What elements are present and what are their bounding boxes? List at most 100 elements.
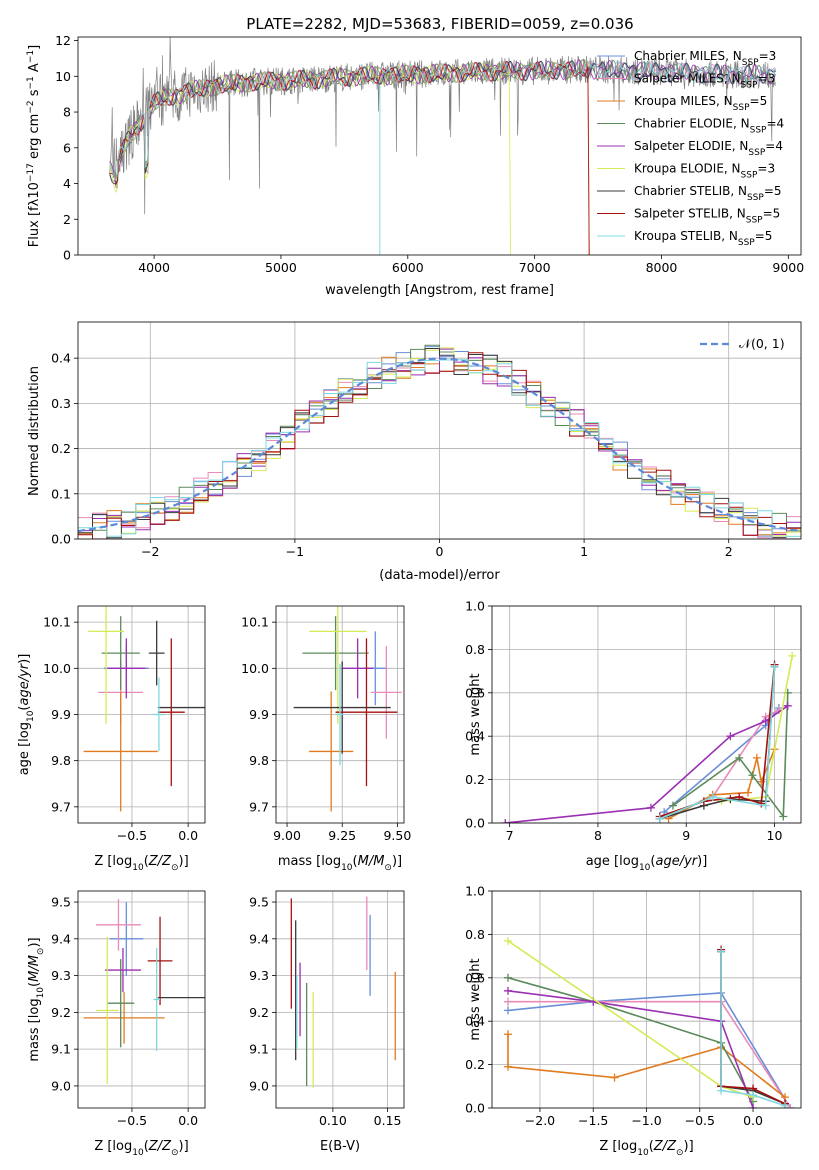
y-tick-label: 9.5 [249, 895, 269, 910]
weight-marker [503, 1006, 512, 1015]
axes-frame [77, 36, 802, 256]
axes: −2.0 −1.5 −1.0 −0.5 0.0 0.0 0.2 0.4 0.6 0.8 1.0 Z [… [465, 884, 802, 1158]
y-tick-label: 0.4 [51, 351, 71, 366]
weight-line-chabrier-stelib [659, 666, 776, 820]
weight-marker [501, 819, 510, 823]
weight-marker [503, 1030, 512, 1039]
x-axis-label: E(B-V) [320, 1139, 360, 1154]
x-tick-label: −1.0 [631, 1113, 661, 1128]
spectrum-model-kroupa-stelib [109, 60, 777, 182]
gridlines [276, 891, 404, 1108]
y-tick-label: 9.9 [51, 707, 71, 722]
y-tick-label: 9.2 [51, 1005, 71, 1020]
weight-marker [749, 1090, 758, 1099]
axes: 4000 5000 6000 7000 8000 9000 0 2 4 6 8 10 12 wavelen… [26, 33, 804, 298]
y-tick-label: 9.1 [51, 1042, 71, 1057]
weight-marker [770, 662, 779, 671]
weight-marker [503, 973, 512, 982]
figure-title: PLATE=2282, MJD=53683, FIBERID=0059, z=0… [246, 15, 633, 33]
axes: −2 −1 0 1 2 0.0 0.1 0.2 0.3 0.4 (data-model)/error… [27, 321, 802, 583]
y-tick-label: 9.4 [249, 931, 269, 946]
plot-area [83, 606, 205, 812]
y-tick-label: 0.2 [465, 772, 485, 787]
x-tick-label: 0.0 [743, 1113, 763, 1128]
x-tick-label: −0.5 [117, 1113, 147, 1128]
y-tick-label: 8 [63, 105, 71, 120]
x-tick-label: 7 [506, 828, 514, 843]
plot-area [503, 936, 795, 1108]
chart-age_vs_mass: 9.00 9.25 9.50 9.7 9.8 9.9 10.0 10.1 mass [log10… [241, 605, 411, 873]
x-axis-label: mass [log10(M/M⊙)] [278, 854, 402, 873]
weight-marker [757, 799, 766, 808]
x-tick-label: 5000 [265, 260, 297, 275]
weight-line-chabrier-miles [507, 992, 791, 1108]
weight-marker [788, 651, 797, 660]
x-tick-label: 10 [767, 828, 783, 843]
x-tick-label: 0.10 [319, 1113, 347, 1128]
spectrum-model-chabrier-stelib [109, 60, 776, 186]
y-axis-label: mass [log10(M/M⊙)] [27, 937, 46, 1061]
x-axis-label: Z [log10(Z/Z⊙)] [94, 854, 188, 873]
y-tick-label: 0.4 [465, 1014, 485, 1029]
y-tick-label: 0.0 [465, 1101, 485, 1116]
legend-label: Salpeter ELODIE, NSSP=4 [634, 139, 783, 158]
chart-mass_vs_ebv: 0.10 0.15 9.0 9.1 9.2 9.3 9.4 9.5 E(B-V) [249, 890, 405, 1154]
spectrum-model-salpeter-stelib [109, 60, 590, 255]
weight-marker [503, 1062, 512, 1071]
y-tick-label: 9.0 [51, 1078, 71, 1093]
axes: −0.5 0.0 9.7 9.8 9.9 10.0 10.1 Z [log10(Z/Z⊙)] a… [17, 605, 206, 873]
plot-area [293, 606, 402, 812]
weight-marker [708, 792, 717, 801]
chart-residuals: −2 −1 0 1 2 0.0 0.1 0.2 0.3 0.4 (data-model)/error… [27, 321, 802, 583]
x-tick-label: −2.0 [525, 1113, 555, 1128]
weight-marker [786, 1104, 795, 1108]
x-tick-label: 0.15 [374, 1113, 402, 1128]
weight-marker [717, 1086, 726, 1095]
chart-age_vs_Z: −0.5 0.0 9.7 9.8 9.9 10.0 10.1 Z [log10(Z/Z⊙)] a… [17, 605, 206, 873]
y-tick-label: 9.8 [249, 753, 269, 768]
histogram-salpeter-stelib [78, 352, 801, 539]
x-axis-label: wavelength [Angstrom, rest frame] [325, 283, 554, 298]
y-tick-label: 10 [55, 69, 71, 84]
y-tick-label: 10.1 [241, 615, 269, 630]
legend-label: Salpeter STELIB, NSSP=5 [634, 207, 780, 226]
y-tick-label: 0.3 [51, 396, 71, 411]
weight-line-chabrier-elodie [507, 977, 754, 1102]
legend-label: Kroupa STELIB, NSSP=5 [634, 229, 772, 248]
axes-frame [275, 890, 405, 1109]
legend-label: Chabrier MILES, NSSP=3 [634, 49, 776, 68]
plot-area [109, 37, 777, 255]
y-tick-label: 10.0 [241, 661, 269, 676]
legend-label: Kroupa ELODIE, NSSP=3 [634, 162, 775, 181]
histogram-salpeter-elodie [78, 348, 801, 536]
weight-line-salpeter-elodie [507, 990, 754, 1108]
y-tick-label: 12 [55, 33, 71, 48]
weight-marker [610, 1073, 619, 1082]
legend-label: Chabrier ELODIE, NSSP=4 [634, 117, 784, 136]
y-tick-label: 1.0 [465, 599, 485, 614]
weight-line-salpeter-miles [508, 1000, 791, 1108]
plot-area [78, 344, 801, 539]
y-tick-label: 0.2 [465, 1057, 485, 1072]
y-tick-label: 9.3 [51, 968, 71, 983]
weight-marker [726, 732, 735, 741]
y-axis-label: mass weight [468, 958, 483, 1040]
gridlines [492, 890, 801, 1109]
x-tick-label: 1 [580, 544, 588, 559]
weight-marker [646, 803, 655, 812]
y-tick-label: 0 [63, 248, 71, 263]
legend-label: Kroupa MILES, NSSP=5 [634, 94, 767, 113]
y-tick-label: 9.7 [51, 799, 71, 814]
y-tick-label: 6 [63, 140, 71, 155]
gridlines [78, 606, 205, 823]
weight-line-salpeter-stelib [659, 664, 776, 818]
x-tick-label: 9.00 [273, 828, 301, 843]
weight-marker [752, 753, 761, 762]
spectrum-model-salpeter-elodie [109, 58, 777, 189]
y-tick-label: 0.2 [51, 441, 71, 456]
x-tick-label: 0.0 [178, 828, 198, 843]
weight-marker [749, 1104, 758, 1108]
x-tick-label: 6000 [392, 260, 424, 275]
y-tick-label: 9.2 [249, 1005, 269, 1020]
weight-marker [781, 1101, 790, 1108]
